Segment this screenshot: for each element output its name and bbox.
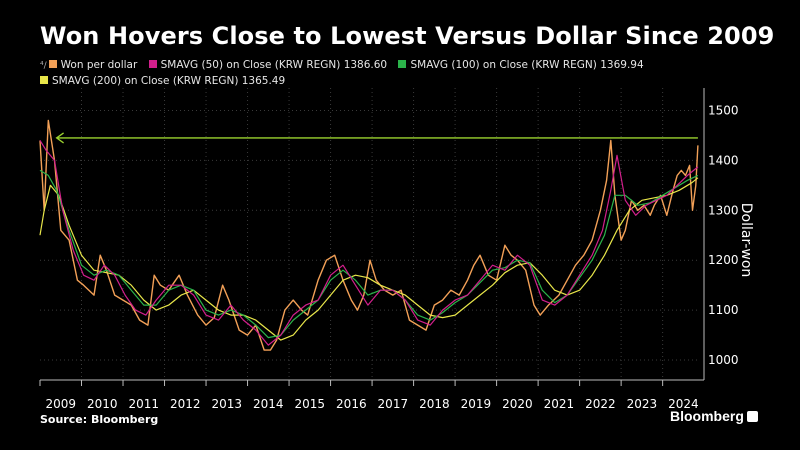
legend-item-sma200: SMAVG (200) on Close (KRW REGN) 1365.49 [40,74,285,89]
x-tick-label: 2019 [461,397,492,411]
x-tick-label: 2012 [170,397,201,411]
y-tick-label: 1100 [708,303,739,317]
source-note: Source: Bloomberg [40,413,159,426]
x-tick-label: 2022 [585,397,616,411]
series-line-smavg-200-on-close-krw-regn- [39,177,699,341]
x-tick-label: 2020 [502,397,533,411]
swatch-sma100 [398,60,407,68]
x-tick-label: 2023 [627,397,658,411]
chart-title: Won Hovers Close to Lowest Versus Dollar… [40,22,775,50]
legend-label-won: Won per dollar [60,59,138,71]
axes: 1000 1100 1200 1300 1400 1500 2009 2010 2011 2012… [39,88,739,411]
x-tick-label: 2017 [378,397,409,411]
bloomberg-logo: Bloomberg [670,408,758,424]
y-tick-label: 1200 [708,253,739,267]
legend-item-sma100: SMAVG (100) on Close (KRW REGN) 1369.94 [398,58,644,73]
x-tick-label: 2011 [129,397,160,411]
y-tick-label: 1000 [708,353,739,367]
y-tick-label: 1400 [708,153,739,167]
line-glyph-icon: ⁴/ [40,61,47,71]
y-tick-label: 1300 [708,203,739,217]
x-tick-label: 2014 [253,397,284,411]
x-tick-label: 2013 [212,397,243,411]
legend: ⁴/Won per dollar SMAVG (50) on Close (KR… [40,58,760,89]
series-layer [39,119,699,351]
swatch-sma200 [40,76,48,84]
x-tick-label: 2021 [544,397,575,411]
annotation-layer [55,132,698,144]
annotation-arrowhead [55,132,64,144]
series-line-smavg-100-on-close-krw-regn- [39,169,699,339]
swatch-won [48,60,57,68]
x-tick-label: 2018 [419,397,450,411]
grid [40,88,700,380]
series-line-smavg-50-on-close-krw-regn- [39,140,699,346]
legend-item-won: ⁴/Won per dollar [40,58,137,74]
legend-item-sma50: SMAVG (50) on Close (KRW REGN) 1386.60 [148,58,388,73]
legend-label-sma100: SMAVG (100) on Close (KRW REGN) 1369.94 [410,59,644,71]
legend-label-sma200: SMAVG (200) on Close (KRW REGN) 1365.49 [52,75,286,87]
x-tick-label: 2010 [87,397,118,411]
bloomberg-mark-icon [746,411,758,422]
swatch-sma50 [148,60,157,68]
y-axis-label: Dollar-won [738,203,754,278]
x-tick-label: 2016 [336,397,367,411]
x-tick-label: 2024 [668,397,699,411]
brand-text: Bloomberg [670,408,744,424]
x-tick-label: 2015 [295,397,326,411]
series-line-won-per-dollar [39,119,699,351]
x-tick-label: 2009 [45,397,76,411]
y-tick-label: 1500 [708,103,739,117]
legend-label-sma50: SMAVG (50) on Close (KRW REGN) 1386.60 [160,59,388,71]
